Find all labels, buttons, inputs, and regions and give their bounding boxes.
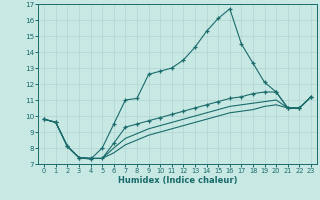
X-axis label: Humidex (Indice chaleur): Humidex (Indice chaleur) — [118, 176, 237, 185]
